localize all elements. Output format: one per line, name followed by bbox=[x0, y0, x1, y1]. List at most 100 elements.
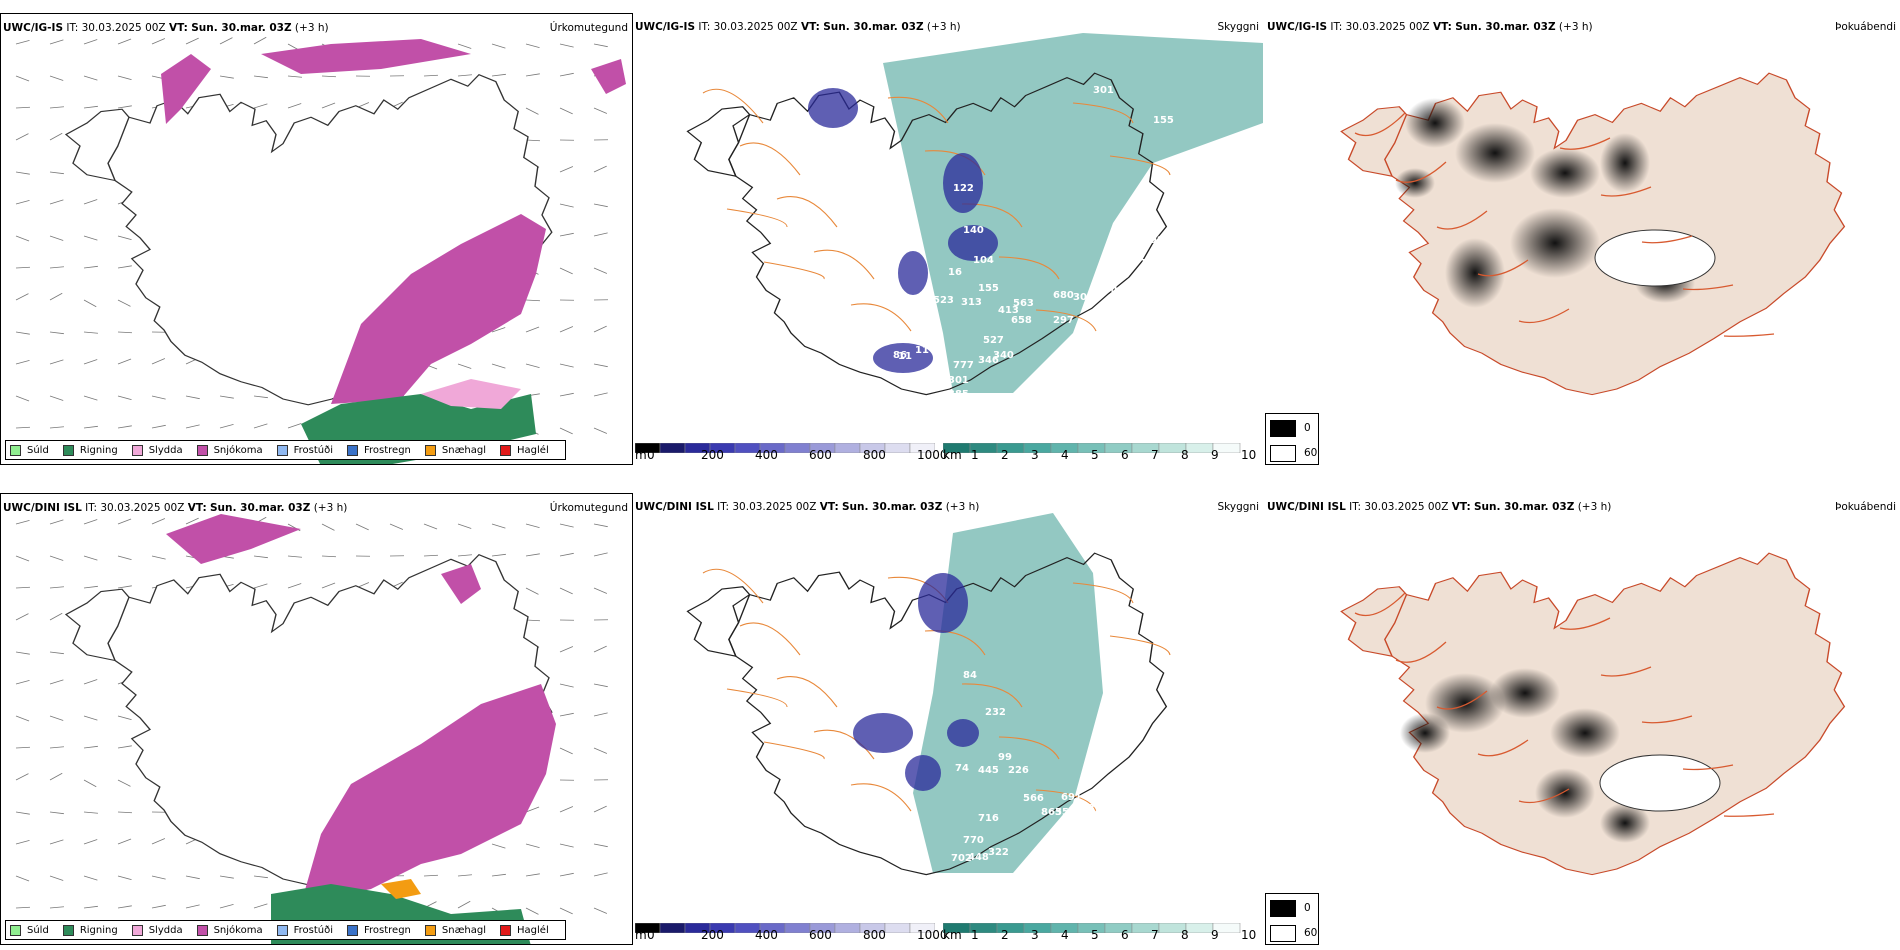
wind-barb bbox=[559, 326, 574, 333]
wind-barb bbox=[49, 555, 64, 561]
wind-barb bbox=[559, 712, 574, 717]
model-name: UWC/DINI ISL bbox=[3, 502, 82, 514]
fog-blob bbox=[1400, 713, 1450, 753]
wind-barb bbox=[49, 426, 64, 429]
road-line bbox=[1354, 112, 1406, 137]
fog-panel-label: Þokuábendi bbox=[1835, 501, 1896, 513]
road-line bbox=[1723, 333, 1775, 337]
cloud-base-label: 11 bbox=[898, 351, 912, 362]
cloud-base-label: 555 bbox=[1055, 807, 1076, 818]
wind-barb bbox=[593, 747, 608, 754]
cloud-base-colorbar-bar bbox=[634, 442, 936, 454]
legend-swatch bbox=[196, 444, 208, 456]
glacier bbox=[1594, 229, 1716, 287]
cloud-base-label: 413 bbox=[998, 305, 1019, 316]
road-line bbox=[961, 683, 1023, 708]
road-line bbox=[1682, 284, 1734, 291]
cloud-base-label: 449 bbox=[1111, 285, 1132, 296]
fog-blob bbox=[1455, 123, 1535, 183]
road-line bbox=[776, 196, 838, 228]
wind-barb bbox=[151, 424, 166, 429]
visibility-tick: 10 bbox=[1241, 928, 1257, 942]
wind-barb bbox=[117, 75, 132, 81]
wind-barb bbox=[559, 107, 573, 115]
cloud-base-label: 140 bbox=[963, 225, 984, 236]
wind-barb bbox=[49, 106, 64, 109]
legend-label: Slydda bbox=[148, 924, 183, 936]
cloud-base-label: 339 bbox=[1081, 803, 1102, 814]
wind-barb bbox=[15, 199, 30, 205]
wind-barb bbox=[83, 235, 98, 241]
init-time: 30.03.2025 00Z bbox=[100, 502, 185, 514]
visibility-tick: 10 bbox=[1241, 448, 1257, 462]
model-name: UWC/DINI ISL bbox=[1267, 501, 1346, 513]
wind-barb bbox=[321, 523, 335, 531]
wind-barb bbox=[15, 651, 30, 655]
wind-barb bbox=[83, 359, 98, 365]
wind-barb bbox=[593, 203, 608, 208]
legend-swatch bbox=[500, 924, 512, 936]
cloud-base-label: 192 bbox=[738, 80, 759, 91]
wind-barb bbox=[559, 267, 573, 275]
precip-legend-item: Slydda bbox=[131, 444, 183, 456]
init-label: IT: bbox=[66, 22, 79, 34]
wind-barb bbox=[491, 363, 506, 369]
cloud-base-unit: m bbox=[635, 448, 647, 462]
cloud-map: 768 84 232 102 74 153 99 445 226 566 863 691 555 339 3… bbox=[686, 513, 1171, 888]
wind-barb bbox=[49, 331, 64, 335]
wind-barb bbox=[593, 645, 607, 653]
wind-barb bbox=[15, 106, 31, 109]
cloud-base-label: 691 bbox=[1061, 792, 1082, 803]
wind-barb bbox=[593, 683, 608, 688]
wind-barb bbox=[117, 299, 131, 307]
wind-barb bbox=[525, 873, 540, 877]
cloud-base-patch bbox=[905, 755, 941, 791]
fog-swatch-dark bbox=[1270, 419, 1296, 437]
road-line bbox=[1723, 813, 1775, 817]
wind-barb bbox=[83, 331, 98, 334]
visibility-haze bbox=[883, 33, 1263, 393]
legend-swatch bbox=[10, 924, 21, 936]
wind-barb bbox=[117, 518, 132, 525]
wind-barb bbox=[15, 235, 30, 242]
road-line bbox=[1641, 715, 1693, 724]
legend-swatch bbox=[347, 444, 358, 456]
wind-barb bbox=[287, 103, 302, 109]
road-line bbox=[726, 688, 788, 708]
valid-time: Sun. 30.mar. 03Z bbox=[842, 501, 943, 513]
wind-barb bbox=[49, 612, 63, 621]
wind-barb bbox=[83, 679, 98, 685]
cloud-base-label: 777 bbox=[953, 360, 974, 371]
wind-barb bbox=[83, 199, 98, 205]
wind-barb bbox=[83, 811, 98, 814]
road-line bbox=[763, 261, 825, 280]
wind-barb bbox=[457, 363, 472, 369]
cloud-base-patch bbox=[808, 88, 858, 128]
wind-barb bbox=[593, 523, 608, 528]
road-line bbox=[726, 208, 788, 228]
road-line bbox=[1072, 582, 1134, 604]
road-line bbox=[1395, 161, 1447, 183]
wind-barb bbox=[83, 779, 97, 788]
wind-barb bbox=[49, 266, 64, 269]
cloud-base-label: 448 bbox=[968, 852, 989, 863]
visibility-tick: 7 bbox=[1151, 928, 1159, 942]
precip-legend-item: Slydda bbox=[131, 924, 183, 936]
wind-barb bbox=[253, 555, 268, 559]
fog-legend-row: 0 bbox=[1270, 897, 1318, 919]
wind-barb bbox=[559, 203, 574, 208]
wind-barb bbox=[423, 874, 439, 877]
visibility-tick: 3 bbox=[1031, 448, 1039, 462]
cloud-base-label: 155 bbox=[1153, 115, 1174, 126]
legend-swatch bbox=[276, 924, 288, 936]
legend-label: Frostregn bbox=[364, 444, 411, 456]
road-line bbox=[850, 783, 912, 812]
wind-barb bbox=[83, 875, 98, 881]
wind-barb bbox=[49, 171, 64, 175]
wind-barb bbox=[525, 363, 540, 369]
legend-label: Frostúði bbox=[293, 924, 333, 936]
wind-barb bbox=[491, 43, 506, 49]
visibility-tick: 3 bbox=[1031, 928, 1039, 942]
legend-swatch bbox=[62, 444, 74, 456]
